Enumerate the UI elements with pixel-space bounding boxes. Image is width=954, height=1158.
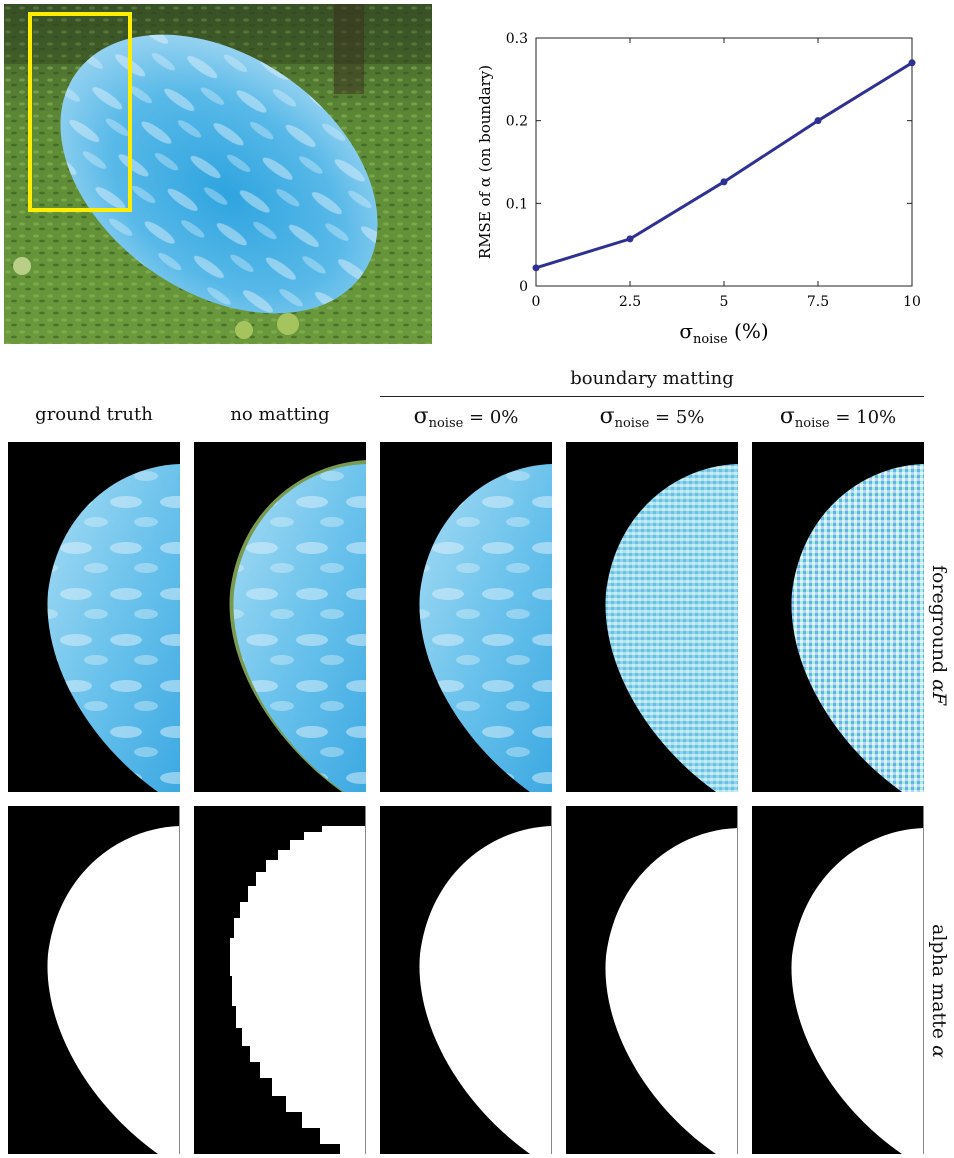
column-header-no-matting: no matting	[230, 404, 330, 425]
foreground-no-matting	[194, 442, 366, 792]
row-label-alpha-symbol: α	[928, 1045, 950, 1058]
x-tick-label: 0	[532, 294, 541, 310]
noise-subscript: noise	[794, 416, 830, 431]
x-tick-label: 5	[720, 294, 729, 310]
noise-subscript: noise	[428, 416, 464, 431]
alpha-noise-10	[752, 806, 924, 1154]
y-axis-label: RMSE of α (on boundary)	[476, 65, 494, 259]
data-point	[720, 178, 728, 186]
group-header-rule	[380, 396, 924, 397]
noise-subscript: noise	[614, 416, 650, 431]
alpha-no-matting	[194, 806, 366, 1154]
column-header-noise-10: σnoise = 10%	[748, 404, 928, 434]
noise-value: = 10%	[829, 407, 897, 428]
foreground-ground-truth	[8, 442, 180, 792]
y-tick-label: 0.3	[506, 31, 528, 47]
x-tick-label: 2.5	[619, 294, 641, 310]
series-line	[535, 61, 913, 270]
data-point	[532, 264, 540, 272]
input-photo-image	[4, 4, 432, 344]
row-label-foreground-symbol: αF	[928, 679, 950, 706]
y-tick-label: 0	[519, 279, 528, 295]
input-photo	[4, 4, 432, 344]
y-tick-label: 0.2	[506, 114, 528, 130]
sigma-symbol: σ	[599, 404, 615, 429]
sigma-symbol: σ	[413, 404, 429, 429]
foreground-noise-10	[752, 442, 924, 792]
rmse-chart-svg: 0 2.5 5 7.5 10 0 0.1 0.2 0.3 σnoise (%) RMSE of α …	[476, 31, 921, 347]
sigma-symbol: σ	[779, 404, 795, 429]
foreground-noise-5	[566, 442, 738, 792]
row-label-foreground-text: foreground	[928, 564, 950, 674]
foreground-noise-0	[380, 442, 552, 792]
alpha-noise-5	[566, 806, 738, 1154]
x-tick-label: 10	[903, 294, 921, 310]
noise-value: = 0%	[463, 407, 519, 428]
row-label-alpha: alpha matte α	[928, 906, 950, 1076]
row-label-alpha-text: alpha matte	[928, 924, 950, 1040]
column-header-ground-truth: ground truth	[35, 404, 153, 425]
alpha-noise-0	[380, 806, 552, 1154]
alpha-ground-truth	[8, 806, 180, 1154]
data-point	[626, 235, 634, 243]
y-tick-label: 0.1	[506, 196, 528, 212]
roi-box	[28, 12, 132, 212]
data-point	[814, 117, 822, 125]
column-header-noise-5: σnoise = 5%	[562, 404, 742, 434]
group-header: boundary matting	[570, 368, 734, 389]
column-header-noise-0: σnoise = 0%	[376, 404, 556, 434]
x-tick-label: 7.5	[807, 294, 829, 310]
rmse-chart: 0 2.5 5 7.5 10 0 0.1 0.2 0.3 σnoise (%) RMSE of α …	[460, 18, 940, 348]
x-axis-label: σnoise (%)	[679, 319, 768, 347]
noise-value: = 5%	[649, 407, 705, 428]
row-label-foreground: foreground αF	[928, 530, 950, 740]
plot-frame	[535, 37, 913, 287]
data-point	[908, 59, 916, 67]
